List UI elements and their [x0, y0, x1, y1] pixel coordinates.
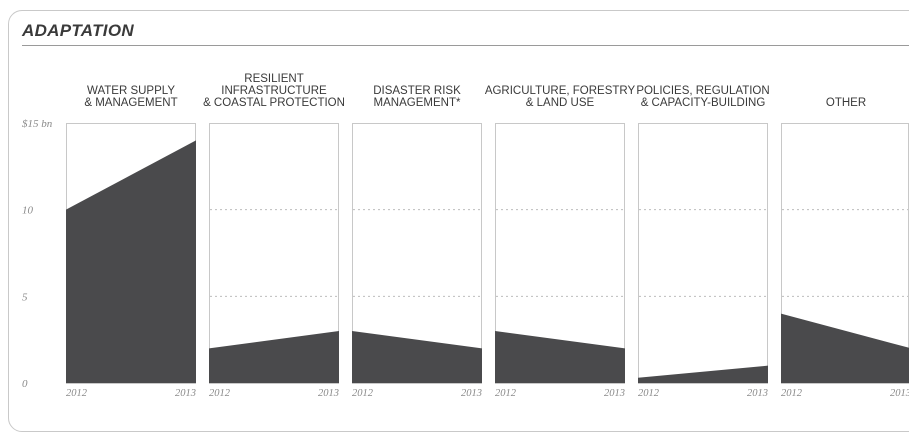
x-tick-label: 2012	[352, 388, 374, 399]
category-label: POLICIES, REGULATION & CAPACITY-BUILDING	[636, 85, 769, 109]
category-label-line: OTHER	[826, 97, 866, 109]
y-tick-label: 5	[22, 291, 28, 303]
area-mark	[209, 331, 339, 383]
category-label-line: WATER SUPPLY	[87, 85, 175, 97]
area-mark	[495, 331, 625, 383]
panel-border	[638, 123, 768, 384]
x-tick-label: 2013	[318, 388, 339, 399]
small-multiples-area-chart: $15 bn 10 5 0 WATER SUPPLY & MANAGEMENT 2012 20…	[22, 73, 909, 399]
category-label: OTHER	[826, 97, 866, 109]
category-label-line: INFRASTRUCTURE	[221, 85, 327, 97]
title-rule	[22, 45, 909, 46]
x-tick-label: 2013	[461, 388, 482, 399]
x-tick-label: 2013	[747, 388, 768, 399]
y-tick-label: 0	[22, 378, 28, 390]
category-label-line: & CAPACITY-BUILDING	[641, 97, 766, 109]
x-tick-label: 2012	[781, 388, 803, 399]
x-tick-label: 2012	[66, 388, 88, 399]
x-tick-label: 2013	[890, 388, 909, 399]
x-tick-label: 2013	[175, 388, 196, 399]
category-label: RESILIENT INFRASTRUCTURE & COASTAL PROTECT…	[203, 73, 345, 109]
category-label-line: & LAND USE	[526, 97, 595, 109]
category-label: DISASTER RISK MANAGEMENT*	[373, 85, 461, 109]
category-label-line: & COASTAL PROTECTION	[203, 97, 345, 109]
x-tick-label: 2012	[495, 388, 517, 399]
category-label-line: DISASTER RISK	[373, 85, 461, 97]
y-tick-label: 10	[22, 205, 34, 217]
y-tick-label: $15 bn	[22, 118, 53, 130]
area-mark	[638, 365, 768, 383]
x-tick-label: 2012	[209, 388, 231, 399]
category-label: WATER SUPPLY & MANAGEMENT	[84, 85, 177, 109]
category-label-line: RESILIENT	[244, 73, 303, 85]
category-label-line: & MANAGEMENT	[84, 97, 177, 109]
area-mark	[66, 140, 196, 383]
category-label-line: POLICIES, REGULATION	[636, 85, 769, 97]
category-label-line: AGRICULTURE, FORESTRY	[485, 85, 636, 97]
section-title: ADAPTATION	[22, 21, 134, 40]
area-mark	[781, 313, 909, 383]
x-tick-label: 2012	[638, 388, 660, 399]
x-tick-label: 2013	[604, 388, 625, 399]
category-label-line: MANAGEMENT*	[374, 97, 461, 109]
area-mark	[352, 331, 482, 383]
category-label: AGRICULTURE, FORESTRY & LAND USE	[485, 85, 636, 109]
